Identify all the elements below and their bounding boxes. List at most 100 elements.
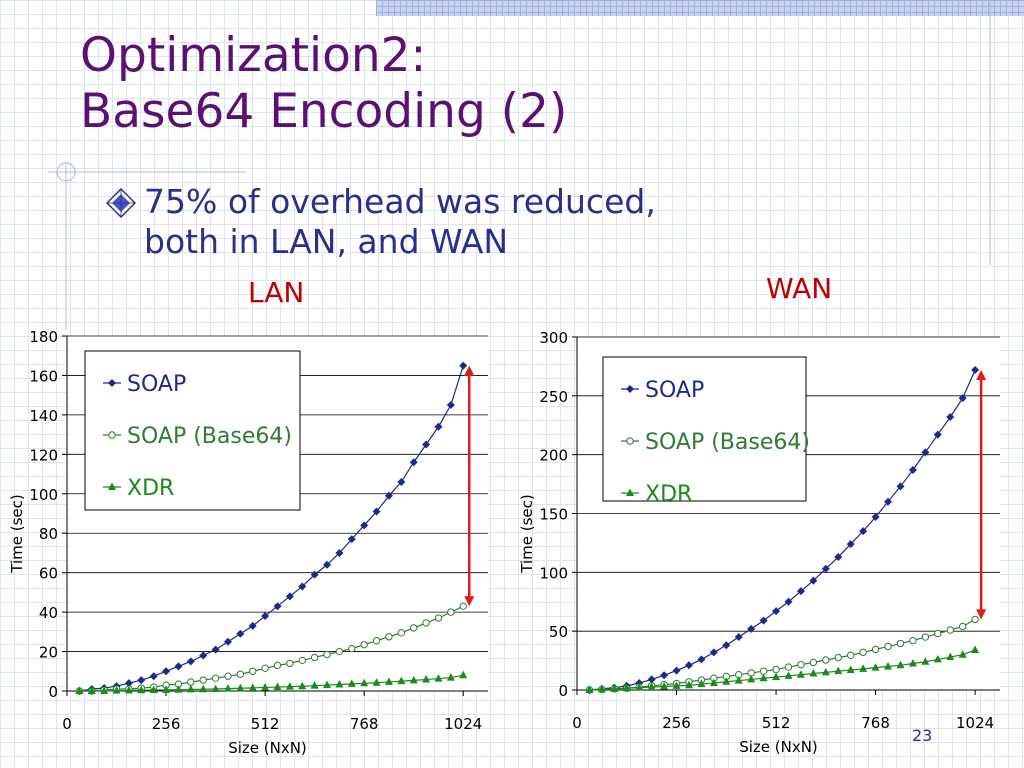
lan-data-point [199, 651, 208, 660]
lan-x-tick-label: 0 [62, 715, 72, 733]
wan-data-point [821, 667, 830, 676]
lan-data-point [186, 657, 195, 666]
wan-data-point [871, 513, 880, 522]
lan-data-point [372, 637, 381, 645]
wan-arrow-head-top [976, 369, 987, 380]
wan-data-point [946, 413, 955, 422]
lan-label: LAN [248, 276, 305, 309]
lan-data-point [384, 677, 393, 685]
lan-data-point [410, 624, 418, 632]
lan-data-point [224, 672, 232, 680]
wan-data-point [759, 667, 768, 675]
lan-x-tick-label: 1024 [444, 715, 482, 733]
lan-data-point [298, 681, 307, 690]
wan-legend-marker [626, 488, 634, 496]
lan-legend-marker [108, 379, 116, 387]
wan-data-point [672, 666, 681, 675]
wan-data-point [884, 642, 892, 651]
bullet-item: 75% of overhead was reduced, both in LAN… [106, 182, 656, 262]
wan-legend-marker [626, 385, 634, 393]
lan-data-point [137, 685, 146, 694]
wan-data-point [684, 680, 693, 689]
lan-data-point [409, 675, 418, 684]
wan-legend-marker [626, 437, 634, 445]
lan-x-tick-label: 256 [152, 715, 181, 733]
lan-data-point [137, 676, 146, 685]
diamond-bullet-icon [106, 188, 136, 218]
wan-data-point [971, 365, 980, 374]
lan-data-point [273, 602, 282, 611]
wan-data-point [796, 587, 805, 596]
lan-data-point [162, 667, 171, 676]
wan-data-point [747, 624, 756, 633]
wan-data-point [971, 615, 979, 624]
lan-data-point [422, 675, 431, 683]
wan-legend-label: SOAP (Base64) [645, 430, 810, 455]
wan-data-point [772, 607, 781, 616]
lan-data-point [211, 684, 220, 693]
wan-data-point [958, 622, 967, 631]
lan-data-point [434, 614, 443, 622]
wan-y-axis-label: Time (sec) [518, 494, 536, 573]
lan-data-point [335, 548, 344, 557]
wan-data-point [821, 564, 830, 573]
wan-data-point [921, 657, 930, 665]
lan-data-point [323, 680, 332, 689]
wan-data-point [709, 678, 718, 686]
lan-data-point [236, 670, 245, 678]
lan-data-point [434, 674, 443, 682]
lan-data-point [298, 582, 307, 591]
wan-data-point [759, 616, 768, 625]
slide-title: Optimization2: Base64 Encoding (2) [80, 28, 567, 140]
lan-data-point [372, 507, 381, 516]
wan-label: WAN [766, 272, 833, 305]
wan-data-point [747, 674, 756, 683]
lan-data-point [335, 679, 344, 688]
wan-data-point [946, 652, 955, 661]
wan-data-point [884, 661, 893, 670]
wan-x-tick-label: 512 [762, 714, 791, 732]
wan-data-point [933, 430, 942, 439]
wan-data-point [933, 654, 942, 663]
wan-data-point [921, 448, 930, 457]
lan-data-point [459, 361, 468, 370]
wan-data-point [896, 639, 905, 648]
lan-legend-label: SOAP [127, 372, 186, 397]
lan-y-tick-label: 120 [29, 446, 58, 464]
title-line-1: Optimization2: [80, 28, 427, 83]
wan-data-point [684, 661, 693, 670]
wan-data-point [622, 683, 631, 692]
wan-legend-label: SOAP [645, 378, 704, 403]
wan-x-tick-label: 0 [572, 714, 582, 732]
lan-legend-label: XDR [127, 476, 174, 501]
lan-legend [84, 350, 301, 511]
lan-data-point [236, 629, 245, 638]
wan-x-tick-label: 1024 [956, 714, 994, 732]
wan-data-point [809, 576, 818, 585]
lan-data-point [186, 684, 195, 693]
lan-data-point [372, 678, 381, 686]
wan-data-point [834, 666, 843, 675]
lan-y-axis-label: Time (sec) [8, 494, 26, 573]
wan-data-point [834, 653, 842, 662]
wan-x-tick-label: 256 [662, 714, 691, 732]
wan-data-point [784, 663, 793, 671]
lan-data-point [347, 535, 356, 544]
wan-data-point [859, 648, 867, 657]
wan-data-point [847, 651, 855, 659]
wan-data-point [647, 675, 656, 684]
lan-data-point [124, 685, 133, 694]
lan-data-point [273, 682, 282, 691]
lan-data-point [360, 678, 369, 687]
lan-data-point [285, 592, 294, 601]
lan-arrow-head-bottom [464, 596, 475, 607]
lan-data-point [261, 664, 269, 673]
lan-data-point [360, 521, 369, 530]
wan-data-point [610, 684, 619, 692]
wan-data-point [759, 673, 768, 682]
lan-data-point [149, 672, 158, 681]
lan-x-axis-label: Size (NxN) [228, 739, 307, 757]
wan-data-point [958, 394, 967, 403]
